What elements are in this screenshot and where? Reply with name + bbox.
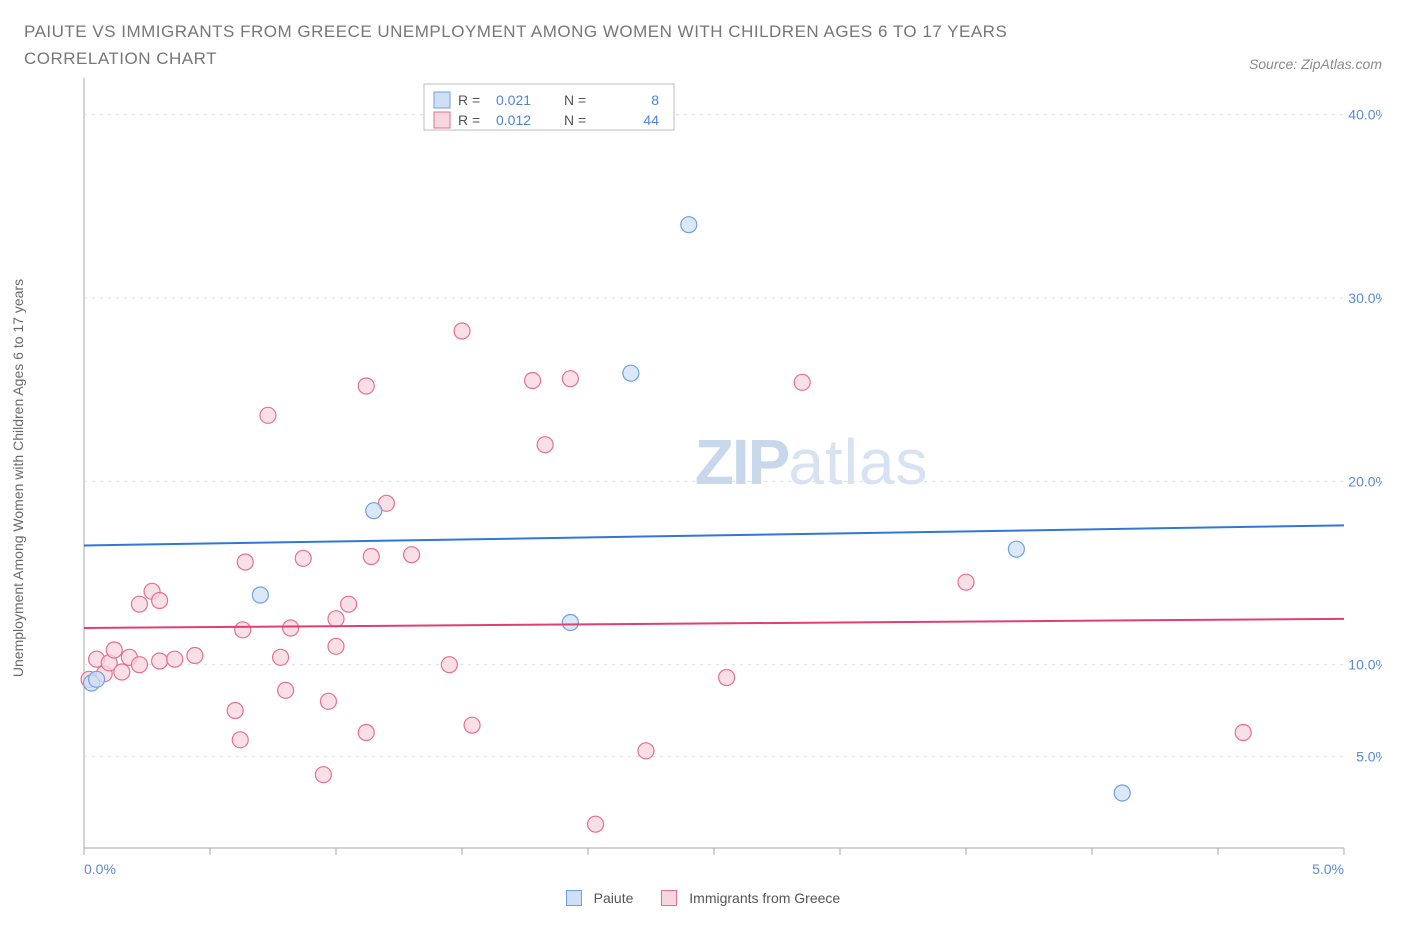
legend-label-greece: Immigrants from Greece xyxy=(689,890,840,906)
y-axis-label: Unemployment Among Women with Children A… xyxy=(10,279,26,677)
point-greece xyxy=(794,375,810,391)
svg-text:8: 8 xyxy=(651,92,659,108)
point-paiute xyxy=(681,217,697,233)
point-paiute xyxy=(89,672,105,688)
svg-text:30.0%: 30.0% xyxy=(1348,290,1382,306)
point-paiute xyxy=(1008,542,1024,558)
point-greece xyxy=(328,611,344,627)
point-greece xyxy=(152,653,168,669)
point-greece xyxy=(537,437,553,453)
point-greece xyxy=(131,597,147,613)
svg-text:44: 44 xyxy=(643,112,659,128)
point-greece xyxy=(232,732,248,748)
legend-label-paiute: Paiute xyxy=(594,890,634,906)
legend-item-paiute: Paiute xyxy=(566,890,634,906)
point-greece xyxy=(341,597,357,613)
point-greece xyxy=(562,371,578,387)
point-paiute xyxy=(623,366,639,382)
point-greece xyxy=(235,622,251,638)
svg-text:0.0%: 0.0% xyxy=(84,861,116,877)
point-greece xyxy=(227,703,243,719)
point-greece xyxy=(320,694,336,710)
point-greece xyxy=(638,743,654,759)
svg-text:0.012: 0.012 xyxy=(496,112,531,128)
point-greece xyxy=(187,648,203,664)
point-paiute xyxy=(562,615,578,631)
trendline-paiute xyxy=(84,526,1344,546)
svg-text:R =: R = xyxy=(458,92,480,108)
source-label: Source: ZipAtlas.com xyxy=(1249,56,1382,72)
chart-container: Unemployment Among Women with Children A… xyxy=(24,78,1382,878)
point-greece xyxy=(454,323,470,339)
point-greece xyxy=(441,657,457,673)
svg-text:40.0%: 40.0% xyxy=(1348,107,1382,123)
point-greece xyxy=(152,593,168,609)
point-greece xyxy=(167,652,183,668)
scatter-chart: 5.0% 10.0% 20.0% 30.0% 40.0% 0.0% 5.0% R = 0.021… xyxy=(24,78,1382,878)
point-greece xyxy=(1235,725,1251,741)
point-greece xyxy=(358,725,374,741)
point-greece xyxy=(315,767,331,783)
point-greece xyxy=(464,718,480,734)
svg-text:5.0%: 5.0% xyxy=(1312,861,1344,877)
point-paiute xyxy=(1114,785,1130,801)
point-paiute xyxy=(252,587,268,603)
trendline-greece xyxy=(84,619,1344,628)
point-greece xyxy=(719,670,735,686)
swatch-greece xyxy=(661,890,677,906)
point-greece xyxy=(295,551,311,567)
point-greece xyxy=(958,575,974,591)
point-greece xyxy=(328,639,344,655)
legend-swatch-greece xyxy=(434,112,450,128)
point-greece xyxy=(273,650,289,666)
point-greece xyxy=(278,683,294,699)
point-greece xyxy=(358,378,374,394)
swatch-paiute xyxy=(566,890,582,906)
point-paiute xyxy=(366,503,382,519)
point-greece xyxy=(283,620,299,636)
svg-text:N =: N = xyxy=(564,92,586,108)
legend-swatch-paiute xyxy=(434,92,450,108)
point-greece xyxy=(131,657,147,673)
point-greece xyxy=(363,549,379,565)
svg-text:20.0%: 20.0% xyxy=(1348,474,1382,490)
svg-text:5.0%: 5.0% xyxy=(1356,749,1382,765)
point-greece xyxy=(525,373,541,389)
svg-text:10.0%: 10.0% xyxy=(1348,657,1382,673)
svg-text:R =: R = xyxy=(458,112,480,128)
point-greece xyxy=(404,547,420,563)
point-greece xyxy=(237,554,253,570)
page-title: PAIUTE VS IMMIGRANTS FROM GREECE UNEMPLO… xyxy=(24,18,1124,72)
bottom-legend: Paiute Immigrants from Greece xyxy=(0,890,1406,906)
point-greece xyxy=(106,642,122,658)
svg-text:N =: N = xyxy=(564,112,586,128)
point-greece xyxy=(114,664,130,680)
point-greece xyxy=(260,408,276,424)
point-greece xyxy=(588,817,604,833)
svg-text:0.021: 0.021 xyxy=(496,92,531,108)
legend-item-greece: Immigrants from Greece xyxy=(661,890,840,906)
